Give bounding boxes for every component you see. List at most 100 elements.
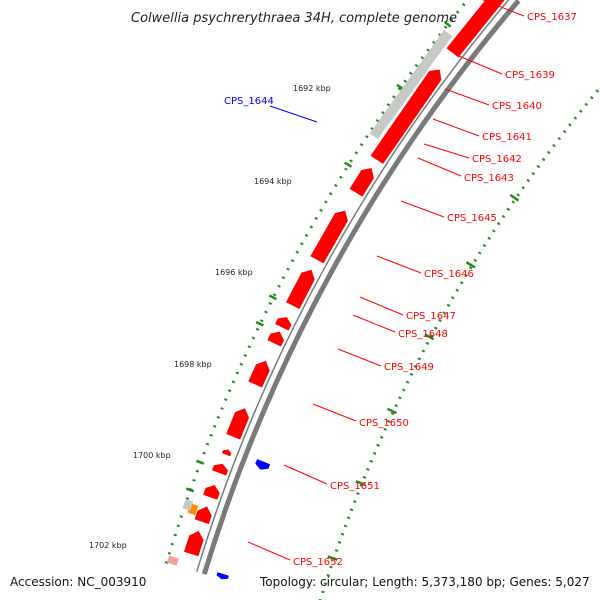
gene-label-cps-1641[interactable]: CPS_1641: [482, 132, 532, 143]
minor-tick: [328, 192, 333, 196]
minor-tick: [277, 284, 281, 288]
minor-tick: [272, 293, 277, 297]
gene-label-cps-1639[interactable]: CPS_1639: [505, 70, 555, 81]
minor-tick: [227, 389, 232, 393]
minor-tick: [343, 524, 348, 528]
gene-cps-1637[interactable]: [167, 555, 179, 566]
minor-tick: [417, 357, 422, 361]
gene-cps-1645[interactable]: [226, 408, 249, 440]
gene-label-cps-1643[interactable]: CPS_1643: [464, 173, 514, 184]
minor-tick: [205, 442, 210, 446]
minor-tick: [541, 157, 546, 162]
label-line-cps-1639: [458, 55, 503, 75]
minor-tick: [409, 71, 413, 75]
gene-label-cps-1646[interactable]: CPS_1646: [424, 269, 474, 280]
minor-tick: [451, 296, 455, 300]
minor-tick: [397, 87, 402, 91]
minor-tick: [362, 475, 367, 479]
gene-cps-1647[interactable]: [267, 331, 284, 347]
gene-cps-1648[interactable]: [275, 317, 292, 331]
minor-tick: [386, 419, 391, 424]
minor-tick: [323, 582, 328, 586]
gene-cps-1639[interactable]: [194, 506, 212, 525]
minor-tick: [401, 388, 406, 392]
minor-tick: [354, 151, 359, 155]
genome-summary-text: Topology: circular; Length: 5,373,180 bp…: [259, 575, 590, 589]
gene-label-cps-1648[interactable]: CPS_1648: [398, 329, 448, 340]
minor-tick: [455, 10, 460, 14]
minor-tick: [392, 95, 396, 99]
minor-tick: [179, 515, 183, 519]
label-line-cps-1644: [269, 105, 318, 123]
minor-tick: [255, 327, 260, 331]
gene-label-cps-1647[interactable]: CPS_1647: [406, 311, 456, 322]
minor-tick: [468, 266, 473, 270]
gene-cps-1649[interactable]: [286, 269, 315, 309]
gene-label-cps-1640[interactable]: CPS_1640: [492, 101, 542, 112]
kbp-label-1702: 1702 kbp: [89, 541, 127, 550]
gene-cps-1651[interactable]: [349, 168, 374, 197]
minor-tick: [568, 123, 572, 127]
minor-tick: [516, 193, 520, 197]
minor-tick: [464, 273, 468, 277]
gene-label-cps-1651[interactable]: CPS_1651: [330, 481, 380, 492]
kbp-label-1696: 1696 kbp: [215, 268, 253, 277]
minor-tick: [359, 483, 363, 487]
gene-label-cps-1645[interactable]: CPS_1645: [447, 213, 497, 224]
gene-cps-1640[interactable]: [203, 485, 220, 500]
major-tick: [344, 161, 353, 168]
backbone-ring: [201, 0, 521, 575]
minor-tick: [403, 79, 407, 83]
major-tick: [195, 459, 205, 465]
gene-cps-1653[interactable]: [446, 0, 506, 58]
minor-tick: [243, 353, 248, 358]
feature-cps-1640[interactable]: [182, 498, 194, 511]
minor-tick: [349, 159, 353, 163]
feature-cps-1652[interactable]: [369, 29, 453, 140]
minor-tick: [223, 398, 228, 402]
accession-text: Accession: NC_003910: [10, 575, 146, 589]
major-tick: [465, 261, 476, 269]
minor-tick: [531, 171, 536, 176]
major-tick: [268, 294, 277, 301]
gene-label-cps-1642[interactable]: CPS_1642: [472, 154, 522, 165]
minor-tick: [473, 258, 478, 263]
gene-label-cps-1644[interactable]: CPS_1644: [224, 96, 274, 107]
minor-tick: [442, 311, 446, 315]
minor-tick: [511, 200, 516, 204]
minor-tick: [356, 492, 360, 496]
minor-tick: [414, 63, 419, 68]
minor-tick: [405, 380, 410, 384]
minor-tick: [595, 89, 600, 93]
gene-label-cps-1649[interactable]: CPS_1649: [384, 362, 434, 373]
kbp-label-1694: 1694 kbp: [254, 177, 292, 186]
minor-tick: [429, 334, 434, 338]
minor-tick: [521, 186, 525, 190]
minor-tick: [455, 288, 459, 292]
gene-cps-1646[interactable]: [248, 360, 270, 388]
minor-tick: [557, 136, 562, 141]
minor-tick: [386, 103, 391, 107]
minor-tick: [324, 200, 328, 204]
gene-label-cps-1637[interactable]: CPS_1637: [527, 12, 577, 23]
minor-tick: [433, 326, 438, 330]
gene-cps-1638[interactable]: [184, 530, 204, 557]
minor-tick: [259, 319, 264, 323]
minor-tick: [562, 130, 567, 134]
minor-tick: [398, 396, 402, 400]
map-title: Colwellia psychrerythraea 34H, complete …: [131, 11, 457, 26]
minor-tick: [300, 242, 304, 246]
gene-reverse-top[interactable]: [216, 572, 229, 580]
gene-cps-1652[interactable]: [370, 69, 442, 164]
minor-tick: [176, 524, 180, 528]
gene-label-cps-1650[interactable]: CPS_1650: [359, 418, 409, 429]
minor-tick: [264, 310, 268, 314]
gene-cps-1642[interactable]: [221, 449, 232, 457]
minor-tick: [235, 371, 240, 375]
minor-tick: [231, 380, 236, 384]
gene-label-cps-1652[interactable]: CPS_1652: [293, 557, 343, 568]
gene-cps-1641[interactable]: [212, 463, 228, 476]
minor-tick: [394, 404, 398, 408]
gene-cps-1644[interactable]: [255, 459, 271, 470]
gene-cps-1650[interactable]: [310, 210, 348, 264]
